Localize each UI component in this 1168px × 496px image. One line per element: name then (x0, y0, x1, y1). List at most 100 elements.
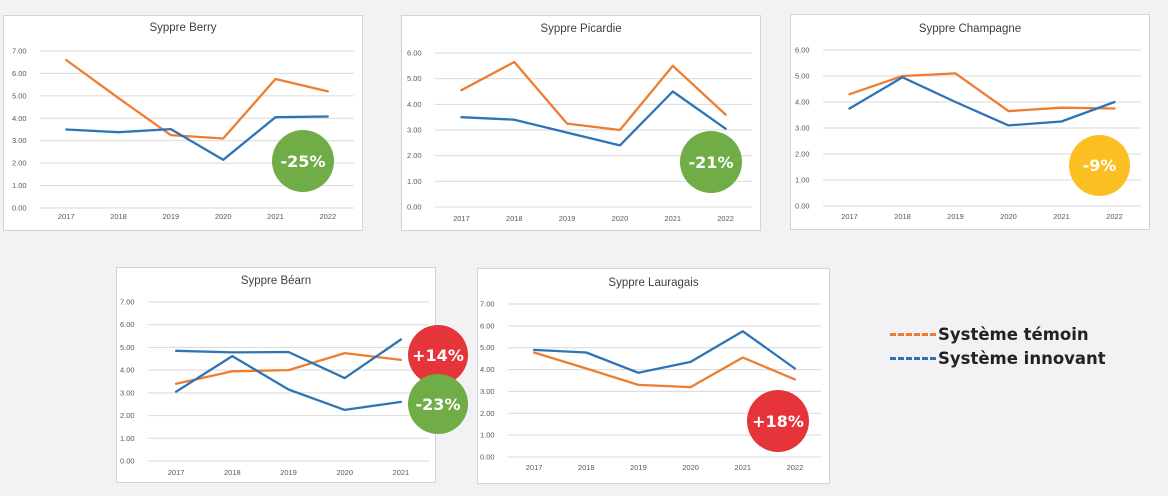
chart-svg-champagne: Syppre Champagne 0.00 1.00 2.00 3.00 4.00 5.00… (795, 23, 1141, 221)
x-tick-label-berry-2: 2019 (162, 212, 179, 221)
y-tick-label-bearn-3: 3.00 (120, 388, 135, 397)
x-tick-label-lauragais-5: 2022 (787, 463, 804, 472)
y-tick-label-lauragais-5: 5.00 (480, 343, 495, 352)
chart-panel-champagne: Syppre Champagne 0.00 1.00 2.00 3.00 4.00 5.00… (790, 14, 1150, 230)
x-tick-label-berry-0: 2017 (58, 212, 75, 221)
series-line-champagne-1 (848, 76, 1116, 127)
chart-title-bearn: Syppre Béarn (241, 275, 311, 287)
legend-item-temoin: Système témoin (890, 322, 1106, 346)
y-tick-label-lauragais-2: 2.00 (480, 409, 495, 418)
y-tick-label-berry-4: 4.00 (12, 114, 27, 123)
x-tick-label-berry-1: 2018 (110, 212, 127, 221)
legend-swatch-temoin (890, 332, 936, 336)
x-tick-label-picardie-2: 2019 (559, 214, 576, 223)
chart-panel-bearn: Syppre Béarn 0.00 1.00 2.00 3.00 4.00 5.00 6.00… (116, 267, 436, 483)
y-tick-label-picardie-4: 4.00 (407, 100, 422, 109)
x-tick-label-lauragais-2: 2019 (630, 463, 647, 472)
x-tick-label-bearn-3: 2020 (336, 468, 353, 477)
badge-champagne-innovant: -9% (1069, 135, 1130, 196)
y-tick-label-lauragais-4: 4.00 (480, 365, 495, 374)
x-tick-label-picardie-0: 2017 (453, 214, 470, 223)
badge-picardie-innovant: -21% (680, 131, 742, 193)
x-tick-label-lauragais-3: 2020 (682, 463, 699, 472)
y-tick-label-picardie-2: 2.00 (407, 151, 422, 160)
x-tick-label-picardie-1: 2018 (506, 214, 523, 223)
legend-item-innovant: Système innovant (890, 346, 1106, 370)
y-tick-label-berry-0: 0.00 (12, 204, 27, 213)
y-tick-label-bearn-7: 7.00 (120, 298, 135, 307)
y-tick-label-champagne-6: 6.00 (795, 46, 810, 55)
x-tick-label-champagne-4: 2021 (1053, 212, 1070, 221)
chart-title-lauragais: Syppre Lauragais (608, 277, 698, 289)
y-tick-label-bearn-5: 5.00 (120, 343, 135, 352)
y-tick-label-bearn-0: 0.00 (120, 457, 135, 466)
y-tick-label-berry-7: 7.00 (12, 47, 27, 56)
chart-svg-bearn: Syppre Béarn 0.00 1.00 2.00 3.00 4.00 5.00 6.00… (120, 275, 429, 477)
y-tick-label-champagne-5: 5.00 (795, 72, 810, 81)
badge-berry-innovant: -25% (272, 130, 334, 192)
series-line-champagne-0 (848, 72, 1116, 113)
chart-svg-berry: Syppre Berry 0.00 1.00 2.00 3.00 4.00 5.00 6.00… (12, 22, 354, 221)
series-line-bearn-1 (174, 338, 403, 380)
x-tick-label-berry-3: 2020 (215, 212, 232, 221)
y-tick-label-berry-3: 3.00 (12, 136, 27, 145)
y-tick-label-lauragais-6: 6.00 (480, 321, 495, 330)
chart-svg-lauragais: Syppre Lauragais 0.00 1.00 2.00 3.00 4.00 5.00… (480, 277, 821, 472)
y-tick-label-lauragais-1: 1.00 (480, 431, 495, 440)
series-line-lauragais-1 (532, 330, 797, 374)
series-line-bearn-2 (174, 354, 403, 412)
x-tick-label-berry-5: 2022 (319, 212, 336, 221)
x-tick-label-bearn-0: 2017 (168, 468, 185, 477)
chart-panel-picardie: Syppre Picardie 0.00 1.00 2.00 3.00 4.00 5.00 6… (401, 15, 761, 231)
y-tick-label-bearn-2: 2.00 (120, 411, 135, 420)
y-tick-label-picardie-6: 6.00 (407, 49, 422, 58)
y-tick-label-berry-6: 6.00 (12, 69, 27, 78)
x-tick-label-picardie-5: 2022 (717, 214, 734, 223)
badge-lauragais-temoin: +18% (747, 390, 809, 452)
badge-bearn-innovant: -23% (408, 374, 468, 434)
x-tick-label-bearn-1: 2018 (224, 468, 241, 477)
chart-title-champagne: Syppre Champagne (919, 23, 1021, 35)
x-tick-label-lauragais-1: 2018 (578, 463, 595, 472)
x-tick-label-champagne-5: 2022 (1106, 212, 1123, 221)
x-tick-label-picardie-4: 2021 (664, 214, 681, 223)
y-tick-label-champagne-2: 2.00 (795, 150, 810, 159)
series-line-picardie-1 (460, 90, 727, 147)
legend: Système témoin Système innovant (890, 322, 1106, 370)
x-tick-label-bearn-2: 2019 (280, 468, 297, 477)
legend-swatch-innovant (890, 356, 936, 360)
x-tick-label-berry-4: 2021 (267, 212, 284, 221)
y-tick-label-lauragais-7: 7.00 (480, 300, 495, 309)
y-tick-label-bearn-4: 4.00 (120, 366, 135, 375)
series-line-berry-0 (65, 58, 329, 140)
y-tick-label-bearn-1: 1.00 (120, 434, 135, 443)
x-tick-label-lauragais-0: 2017 (526, 463, 543, 472)
legend-label-innovant: Système innovant (938, 348, 1106, 368)
y-tick-label-lauragais-0: 0.00 (480, 453, 495, 462)
y-tick-label-champagne-4: 4.00 (795, 98, 810, 107)
series-line-picardie-0 (460, 60, 727, 132)
y-tick-label-picardie-3: 3.00 (407, 126, 422, 135)
y-tick-label-lauragais-3: 3.00 (480, 387, 495, 396)
y-tick-label-picardie-1: 1.00 (407, 177, 422, 186)
x-tick-label-champagne-2: 2019 (947, 212, 964, 221)
y-tick-label-berry-1: 1.00 (12, 181, 27, 190)
x-tick-label-bearn-4: 2021 (393, 468, 410, 477)
y-tick-label-champagne-3: 3.00 (795, 124, 810, 133)
chart-title-picardie: Syppre Picardie (540, 23, 621, 35)
y-tick-label-bearn-6: 6.00 (120, 320, 135, 329)
x-tick-label-picardie-3: 2020 (612, 214, 629, 223)
x-tick-label-champagne-0: 2017 (841, 212, 858, 221)
x-tick-label-lauragais-4: 2021 (734, 463, 751, 472)
chart-panel-berry: Syppre Berry 0.00 1.00 2.00 3.00 4.00 5.00 6.00… (3, 15, 363, 231)
y-tick-label-picardie-0: 0.00 (407, 203, 422, 212)
y-tick-label-champagne-0: 0.00 (795, 202, 810, 211)
x-tick-label-champagne-1: 2018 (894, 212, 911, 221)
chart-title-berry: Syppre Berry (149, 22, 216, 34)
series-line-bearn-0 (174, 351, 403, 385)
y-tick-label-berry-5: 5.00 (12, 91, 27, 100)
series-line-berry-1 (65, 115, 329, 161)
y-tick-label-champagne-1: 1.00 (795, 176, 810, 185)
chart-svg-picardie: Syppre Picardie 0.00 1.00 2.00 3.00 4.00 5.00 6… (407, 23, 752, 223)
y-tick-label-picardie-5: 5.00 (407, 74, 422, 83)
